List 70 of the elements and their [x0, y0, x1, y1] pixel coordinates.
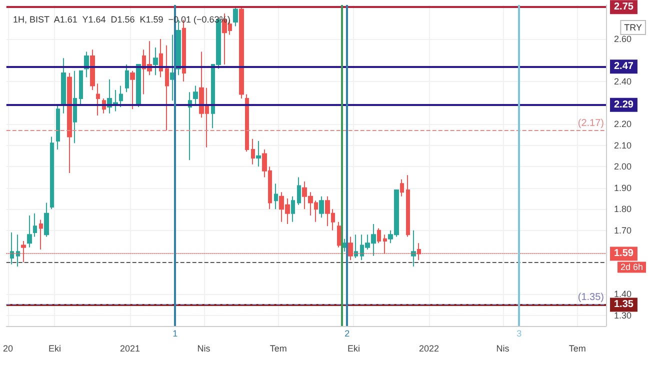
x-tick-label: Tem: [568, 344, 586, 354]
candlestick: [33, 212, 37, 238]
x-tick-label: Tem: [270, 344, 287, 354]
ref-line-label: 2.75: [614, 2, 634, 13]
candlestick: [251, 138, 255, 165]
candlestick: [377, 228, 381, 244]
x-tick-label: Eki: [48, 344, 61, 354]
candlestick: [61, 58, 66, 114]
candlestick: [245, 94, 249, 152]
candlestick: [10, 232, 14, 265]
candlestick: [90, 49, 95, 91]
candlestick: [79, 70, 83, 106]
candlestick: [165, 44, 169, 131]
candlestick: [274, 183, 278, 210]
ref-line-label: 1.35: [614, 299, 634, 310]
candlestick: [27, 214, 32, 248]
x-tick-label: 2021: [120, 344, 140, 354]
ref-line-label: (1.35): [578, 292, 604, 304]
candlestick: [233, 6, 238, 27]
text: TRY: [624, 22, 642, 32]
candlestick: [50, 136, 54, 210]
x-tick-label: Nis: [197, 344, 211, 354]
candlestick: [256, 140, 261, 168]
candlestick: [39, 219, 43, 250]
candlestick: [406, 174, 410, 238]
candlestick: [400, 178, 404, 197]
x-tick-label: Nis: [496, 344, 510, 354]
ref-line-label: 2: [344, 328, 350, 338]
ref-line-label: 2.29: [614, 99, 634, 110]
candlestick: [16, 234, 20, 267]
candlestick: [337, 221, 341, 248]
y-tick-label: 1.90: [614, 182, 632, 193]
candlestick: [411, 230, 416, 267]
x-tick-label: Eki: [347, 344, 360, 354]
x-tick-label: 20: [3, 344, 14, 354]
ref-line-label: 3: [516, 328, 522, 338]
candlestick: [291, 196, 295, 222]
candlestick: [96, 83, 100, 116]
candlestick: [119, 85, 123, 108]
candlestick: [319, 196, 324, 218]
candlestick: [159, 38, 163, 78]
candlestick: [136, 64, 141, 108]
candlestick: [44, 202, 49, 238]
x-tick-label: 2022: [419, 344, 440, 354]
ref-line-label: 2.47: [614, 61, 634, 72]
y-tick-label: 2.00: [614, 162, 632, 172]
candlestick: [130, 70, 135, 110]
y-tick-label: 1.80: [614, 204, 632, 214]
ref-line-label: (2.17): [578, 118, 604, 129]
y-tick-label: 1.40: [614, 289, 632, 300]
candlestick: [125, 64, 129, 93]
y-tick-label: 2.20: [614, 119, 632, 130]
candlestick: [297, 176, 301, 206]
y-tick-label: 1.70: [614, 225, 632, 236]
candlestick: [188, 92, 192, 161]
candlestick: [170, 34, 175, 102]
candlestick: [56, 104, 60, 150]
y-tick-label: 2.60: [614, 34, 632, 44]
y-tick-label: 1.30: [614, 310, 632, 320]
y-tick-label: 2.10: [614, 140, 632, 150]
candlestick: [354, 234, 358, 258]
ref-line-label: 1.59: [614, 248, 634, 260]
candlestick: [153, 47, 158, 76]
candlestick: [73, 70, 77, 144]
text: 2d 6h: [620, 262, 644, 272]
candlestick: [67, 72, 72, 174]
candlestick: [239, 6, 244, 100]
ref-line-label: 1: [172, 328, 178, 338]
candlestick: [193, 85, 198, 106]
y-tick-label: 2.40: [614, 76, 632, 87]
